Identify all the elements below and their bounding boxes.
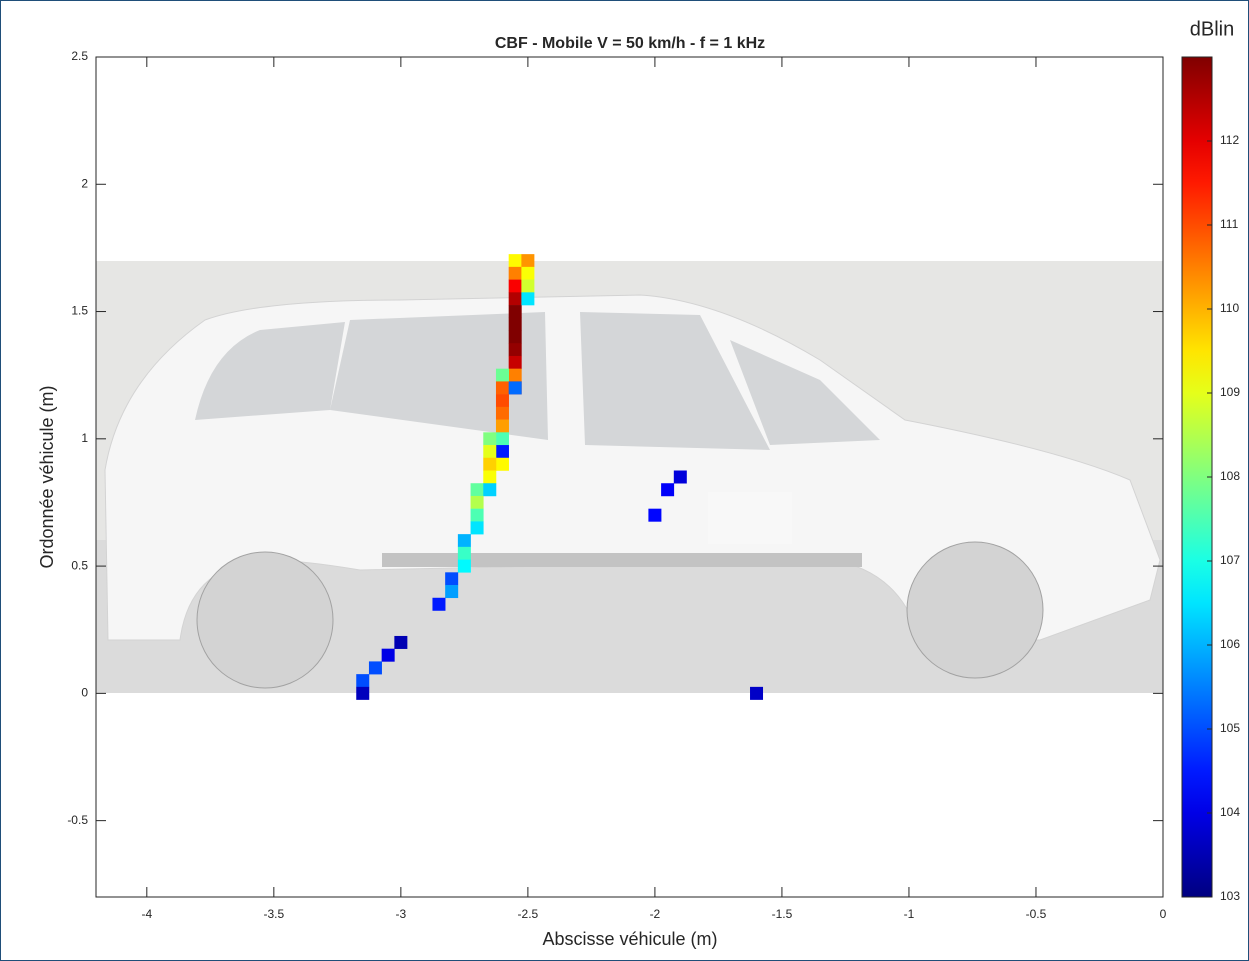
heat-cell bbox=[483, 457, 497, 471]
car-windows bbox=[195, 312, 880, 450]
heat-cell bbox=[432, 597, 446, 611]
x-tick-label: -2 bbox=[650, 907, 661, 921]
heat-cell bbox=[483, 445, 497, 459]
colorbar-tick-label: 109 bbox=[1220, 385, 1240, 399]
colorbar-tick-label: 103 bbox=[1220, 889, 1240, 903]
y-axis-label: Ordonnée véhicule (m) bbox=[37, 385, 57, 568]
y-tick-label: 1.5 bbox=[71, 304, 88, 318]
x-axis-label: Abscisse véhicule (m) bbox=[542, 929, 717, 949]
heat-cell bbox=[356, 674, 370, 688]
heat-cell bbox=[394, 635, 408, 649]
heat-cell bbox=[508, 254, 522, 268]
y-tick-label: 0 bbox=[81, 686, 88, 700]
heat-cell bbox=[470, 521, 484, 535]
heat-cell bbox=[495, 419, 509, 433]
heat-cell bbox=[648, 508, 662, 522]
heat-cell bbox=[521, 292, 535, 306]
axes-box bbox=[95, 56, 1164, 898]
heat-cell bbox=[521, 254, 535, 268]
heat-cell bbox=[508, 279, 522, 293]
heat-cell bbox=[508, 355, 522, 369]
heat-cell bbox=[457, 559, 471, 573]
heat-cell bbox=[483, 470, 497, 484]
heat-cell bbox=[368, 661, 382, 675]
x-tick-label: -1 bbox=[904, 907, 915, 921]
heat-cell bbox=[483, 432, 497, 446]
car-wheel bbox=[196, 551, 334, 689]
heat-cell bbox=[521, 266, 535, 280]
colorbar-tick-label: 107 bbox=[1220, 553, 1240, 567]
colorbar-tick-label: 105 bbox=[1220, 721, 1240, 735]
heat-cell bbox=[457, 534, 471, 548]
colorbar-tick-label: 111 bbox=[1220, 217, 1239, 231]
heat-cell bbox=[495, 432, 509, 446]
heat-cell bbox=[508, 305, 522, 319]
x-tick-label: -2.5 bbox=[518, 907, 539, 921]
heat-cell bbox=[495, 381, 509, 395]
heat-cell bbox=[495, 394, 509, 408]
car-strip bbox=[382, 553, 862, 567]
y-tick-label: 2 bbox=[81, 176, 88, 190]
heat-cell bbox=[508, 381, 522, 395]
heat-cell bbox=[483, 483, 497, 497]
heat-cell bbox=[508, 330, 522, 344]
background-photo bbox=[96, 261, 1163, 693]
heat-cell bbox=[356, 686, 370, 700]
heat-cell bbox=[508, 292, 522, 306]
heat-cell bbox=[445, 572, 459, 586]
x-tick-label: 0 bbox=[1160, 907, 1167, 921]
x-tick-label: -0.5 bbox=[1026, 907, 1047, 921]
heat-cell bbox=[508, 266, 522, 280]
car-wheel bbox=[906, 541, 1044, 679]
car-sticker bbox=[708, 492, 792, 544]
heat-cell bbox=[495, 445, 509, 459]
x-tick-label: -3 bbox=[396, 907, 407, 921]
heat-cell bbox=[508, 343, 522, 357]
colorbar-tick-label: 110 bbox=[1220, 301, 1239, 315]
heat-cell bbox=[470, 508, 484, 522]
y-tick-label: 2.5 bbox=[71, 49, 88, 63]
x-tick-label: -3.5 bbox=[263, 907, 284, 921]
x-tick-label: -1.5 bbox=[772, 907, 793, 921]
heat-cell bbox=[470, 495, 484, 509]
heat-cell bbox=[457, 546, 471, 560]
heat-cell bbox=[495, 368, 509, 382]
colorbar-tick-label: 104 bbox=[1220, 805, 1240, 819]
heat-cell bbox=[495, 406, 509, 420]
colorbar-label: dBlin bbox=[1190, 18, 1234, 40]
colorbar-tick-label: 108 bbox=[1220, 469, 1240, 483]
colorbar-tick-label: 106 bbox=[1220, 637, 1240, 651]
heat-cell bbox=[521, 279, 535, 293]
heat-cell bbox=[508, 317, 522, 331]
heat-cell bbox=[470, 483, 484, 497]
y-tick-label: -0.5 bbox=[67, 813, 88, 827]
colorbar-tick-label: 112 bbox=[1220, 133, 1239, 147]
heat-cell bbox=[673, 470, 687, 484]
y-tick-label: 1 bbox=[81, 431, 88, 445]
heat-cell bbox=[445, 585, 459, 599]
x-tick-label: -4 bbox=[141, 907, 152, 921]
heat-cell bbox=[508, 368, 522, 382]
heat-cell bbox=[661, 483, 675, 497]
y-tick-label: 0.5 bbox=[71, 558, 88, 572]
chart-title: CBF - Mobile V = 50 km/h - f = 1 kHz bbox=[495, 35, 765, 52]
heat-cell bbox=[495, 457, 509, 471]
heat-cell bbox=[381, 648, 395, 662]
heat-cell bbox=[750, 686, 764, 700]
